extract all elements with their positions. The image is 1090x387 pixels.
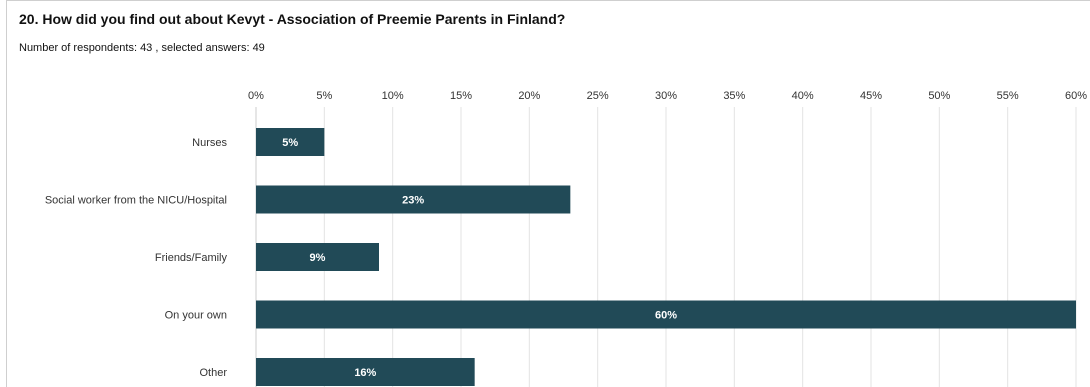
x-tick-label: 15% (450, 90, 472, 102)
x-tick-label: 35% (723, 90, 745, 102)
bar-value-label: 9% (310, 252, 326, 264)
bar-value-label: 23% (402, 195, 424, 207)
x-tick-label: 40% (792, 90, 814, 102)
chart-subtitle: Number of respondents: 43 , selected ans… (19, 42, 265, 54)
category-label: Nurses (192, 137, 227, 149)
bar-value-label: 60% (655, 310, 677, 322)
x-tick-label: 0% (248, 90, 264, 102)
chart-title: 20. How did you find out about Kevyt - A… (19, 11, 566, 27)
x-tick-label: 30% (655, 90, 677, 102)
bars-layer: Nurses 5% Social worker from the NICU/Hosp… (45, 128, 1076, 386)
x-tick-label: 55% (997, 90, 1019, 102)
bar-chart: 0% 5% 10% 15% 20% 25% 30% 35% 40% 45% 50% 55% 60% Nu… (45, 90, 1087, 387)
x-tick-label: 60% (1065, 90, 1087, 102)
x-axis-ticks: 0% 5% 10% 15% 20% 25% 30% 35% 40% 45% 50% 55% 60% (248, 90, 1087, 102)
x-tick-label: 20% (518, 90, 540, 102)
x-tick-label: 45% (860, 90, 882, 102)
bar (256, 243, 379, 271)
category-label: On your own (165, 310, 227, 322)
x-tick-label: 50% (928, 90, 950, 102)
category-label: Other (199, 367, 227, 379)
x-tick-label: 10% (382, 90, 404, 102)
x-tick-label: 25% (587, 90, 609, 102)
bar (256, 128, 325, 156)
bar-value-label: 16% (354, 367, 376, 379)
category-label: Social worker from the NICU/Hospital (45, 195, 227, 207)
x-tick-label: 5% (316, 90, 332, 102)
category-label: Friends/Family (155, 252, 228, 264)
bar (256, 358, 475, 386)
bar (256, 300, 1076, 329)
bar (256, 185, 571, 214)
chart-panel: 20. How did you find out about Kevyt - A… (6, 0, 1090, 387)
bar-value-label: 5% (282, 137, 298, 149)
